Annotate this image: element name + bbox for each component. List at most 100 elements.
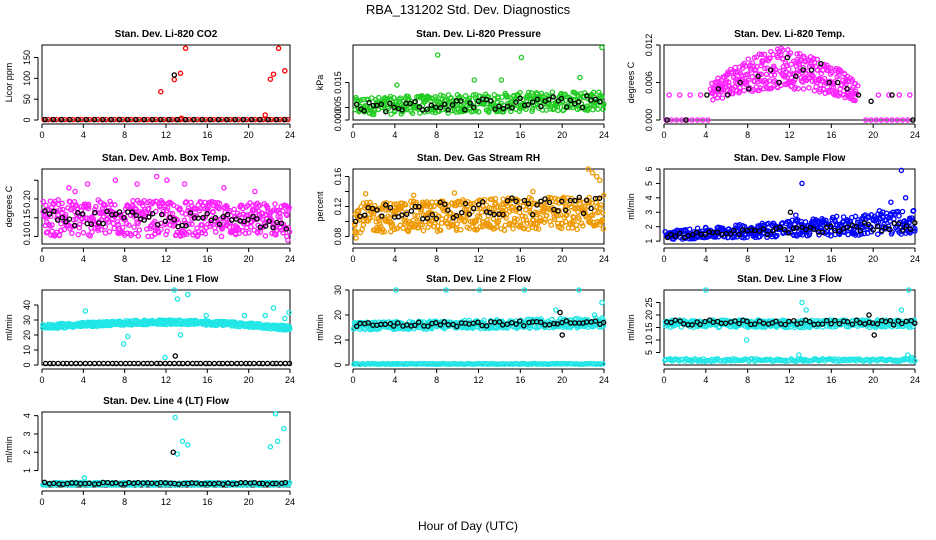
data-point: [884, 117, 890, 123]
panel-title: Stan. Dev. Line 3 Flow: [737, 274, 842, 285]
data-point: [473, 218, 479, 225]
data-point: [760, 226, 767, 232]
data-point: [794, 51, 800, 57]
data-point: [183, 222, 189, 229]
data-point: [597, 98, 603, 105]
data-point: [121, 214, 127, 221]
data-point: [383, 108, 389, 115]
chart-panel: Stan. Dev. Amb. Box Temp.0 4 8 12 16 20 240.10…: [4, 153, 295, 264]
data-point: [240, 116, 247, 123]
data-point: [224, 116, 230, 123]
data-point: [689, 231, 696, 238]
data-point: [780, 47, 786, 53]
data-point: [783, 69, 789, 75]
data-point: [146, 214, 152, 220]
data-point: [833, 213, 840, 220]
x-tick-label: 16: [826, 254, 836, 264]
data-point: [538, 90, 545, 97]
data-point: [898, 307, 905, 313]
data-point: [580, 210, 587, 217]
data-point: [597, 361, 604, 367]
data-point: [799, 180, 805, 187]
x-tick-label: 0: [39, 497, 44, 507]
panel-title: Stan. Dev. Li-820 Temp.: [734, 29, 845, 40]
data-point: [417, 110, 423, 116]
data-point: [559, 198, 565, 205]
data-point: [246, 360, 253, 367]
y-tick-label: 0.000: [333, 109, 343, 132]
y-tick-label: 0: [333, 362, 343, 367]
data-point: [501, 227, 508, 234]
x-tick-label: 4: [703, 375, 708, 385]
data-point: [164, 228, 170, 234]
data-point: [368, 95, 375, 101]
data-point: [257, 224, 264, 230]
data-point: [752, 321, 758, 327]
data-point: [272, 201, 278, 207]
data-point: [790, 225, 797, 232]
x-tick-label: 20: [244, 497, 254, 507]
x-tick-label: 20: [244, 375, 254, 385]
data-point: [365, 320, 371, 326]
data-point: [557, 309, 563, 316]
data-point: [267, 76, 274, 82]
data-point: [219, 360, 226, 367]
x-tick-label: 16: [826, 130, 836, 140]
data-point: [562, 218, 569, 225]
data-point: [43, 202, 49, 209]
data-point: [816, 89, 823, 95]
data-point: [871, 332, 877, 338]
y-tick-label: 40: [22, 300, 32, 310]
data-point: [819, 229, 826, 236]
data-point: [597, 177, 603, 184]
data-point: [462, 217, 468, 224]
data-point: [500, 105, 507, 112]
data-point: [216, 200, 223, 207]
data-point: [887, 317, 894, 324]
data-point: [425, 323, 431, 329]
data-point: [84, 181, 91, 187]
data-point: [50, 116, 57, 123]
data-point: [195, 215, 202, 221]
data-point: [899, 227, 906, 233]
data-point: [517, 318, 523, 324]
data-point: [562, 204, 569, 210]
data-point: [136, 227, 143, 233]
data-point: [135, 360, 141, 367]
data-point: [732, 64, 739, 71]
data-point: [828, 321, 834, 327]
data-point: [511, 215, 518, 222]
data-point: [75, 210, 81, 216]
panel-title: Stan. Dev. Sample Flow: [734, 153, 846, 164]
data-point: [676, 92, 683, 98]
y-axis-label: degrees C: [4, 185, 14, 227]
data-point: [912, 358, 918, 364]
data-point: [903, 318, 910, 325]
data-point: [135, 233, 141, 239]
data-point: [148, 360, 155, 367]
data-point: [600, 316, 606, 323]
data-point: [513, 99, 519, 105]
data-point: [241, 312, 248, 319]
x-tick-label: 16: [515, 375, 525, 385]
data-point: [898, 167, 905, 174]
series-1: [662, 352, 918, 364]
data-point: [428, 204, 435, 210]
data-point: [774, 54, 781, 61]
y-tick-label: 2: [644, 224, 654, 229]
data-point: [420, 107, 426, 113]
x-tick-label: 12: [161, 375, 171, 385]
data-point: [437, 199, 444, 206]
y-tick-label: 0.20: [22, 190, 32, 208]
data-point: [77, 360, 84, 367]
data-point: [875, 231, 881, 237]
data-point: [844, 319, 851, 325]
data-point: [805, 58, 811, 64]
data-point: [239, 228, 246, 234]
data-point: [496, 319, 503, 325]
data-point: [704, 92, 710, 98]
data-point: [834, 79, 841, 86]
x-tick-label: 24: [599, 130, 609, 140]
data-point: [159, 211, 165, 218]
data-point: [911, 317, 917, 323]
